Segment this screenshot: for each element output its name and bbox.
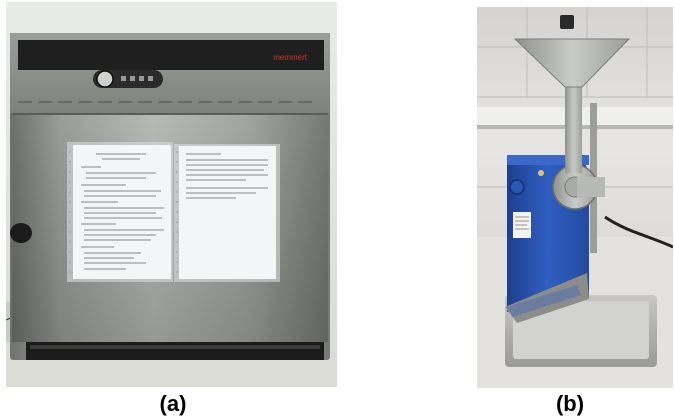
oven-display-strip (18, 40, 324, 70)
photo-funnel-apparatus (477, 7, 673, 388)
figure-caption-b: (b) (555, 391, 585, 416)
oven-door-handle (10, 223, 32, 243)
funnel-cap (560, 15, 574, 29)
oven-control-knob (96, 70, 114, 88)
photo-drying-oven: memmert (6, 2, 337, 387)
funnel-cone (513, 38, 631, 88)
oven-base (26, 342, 324, 360)
figure-caption-a: (a) (159, 391, 187, 416)
oven-brand-logo: memmert (273, 53, 308, 62)
posted-documents (67, 142, 280, 282)
adjustment-knob (509, 179, 525, 195)
